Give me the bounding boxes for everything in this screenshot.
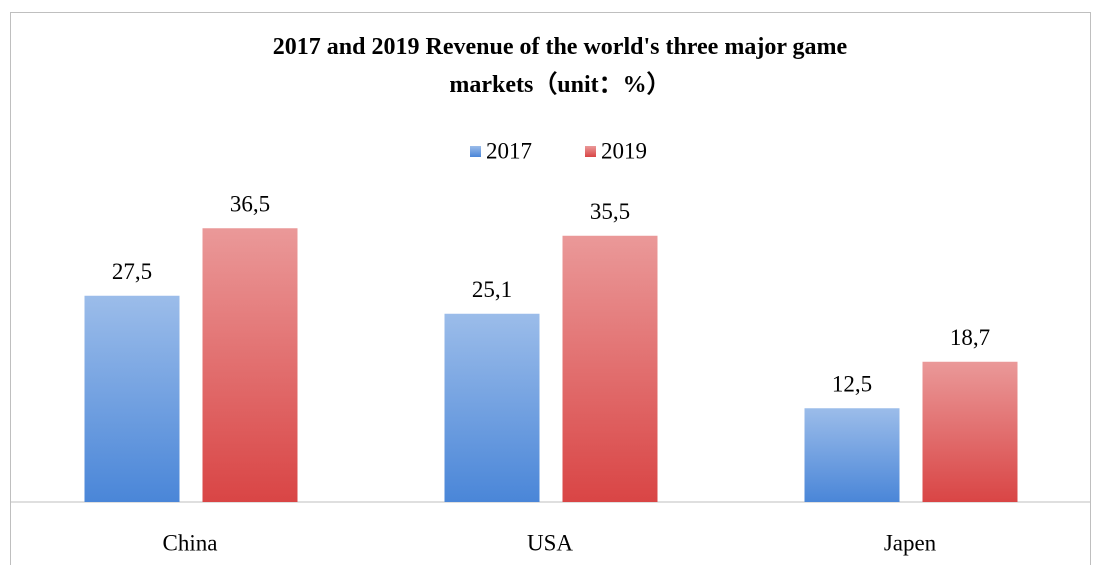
chart-frame (10, 12, 1091, 565)
legend-swatch (585, 146, 596, 157)
data-label: 35,5 (590, 199, 630, 224)
bar (804, 408, 900, 502)
bar (562, 235, 658, 502)
x-tick-label: China (163, 530, 218, 555)
legend-swatch (470, 146, 481, 157)
x-tick-label: Japen (884, 530, 937, 555)
bar (202, 228, 298, 502)
data-label: 18,7 (950, 325, 990, 350)
data-label: 12,5 (832, 372, 872, 397)
bar (84, 295, 180, 502)
x-tick-label: USA (527, 530, 573, 555)
legend-label: 2019 (601, 138, 647, 163)
data-label: 36,5 (230, 192, 270, 217)
bar (444, 313, 540, 502)
data-label: 27,5 (112, 259, 152, 284)
legend-label: 2017 (486, 138, 532, 163)
bar (922, 361, 1018, 502)
data-label: 25,1 (472, 277, 512, 302)
chart-title: 2017 and 2019 Revenue of the world's thr… (272, 34, 848, 98)
